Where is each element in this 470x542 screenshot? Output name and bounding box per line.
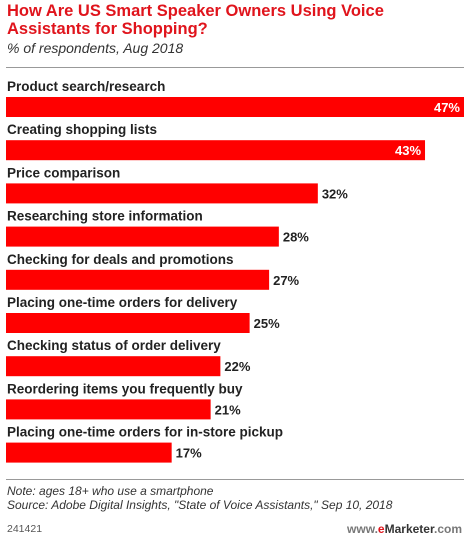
bar	[6, 269, 270, 290]
bar	[6, 226, 279, 247]
value-label: 25%	[254, 316, 280, 331]
bar	[6, 442, 172, 463]
category-label: Researching store information	[7, 209, 203, 224]
category-label: Checking status of order delivery	[7, 338, 221, 353]
footnote: Note: ages 18+ who use a smartphone	[7, 484, 214, 498]
bar	[6, 183, 318, 204]
chart-id: 241421	[7, 523, 43, 535]
value-label: 27%	[273, 273, 299, 288]
category-label: Product search/research	[7, 79, 165, 94]
value-label: 28%	[283, 230, 309, 245]
emarketer-logo: www.eMarketer.com	[347, 522, 462, 536]
bar	[6, 399, 211, 420]
category-label: Placing one-time orders for delivery	[7, 295, 238, 310]
bar	[6, 140, 426, 161]
source-note: Source: Adobe Digital Insights, "State o…	[7, 498, 393, 512]
bar	[6, 356, 221, 377]
category-label: Reordering items you frequently buy	[7, 381, 243, 396]
value-label: 43%	[395, 143, 421, 158]
value-label: 47%	[434, 100, 460, 115]
brand-name: Marketer	[384, 522, 434, 536]
bar	[6, 313, 250, 333]
category-label: Placing one-time orders for in-store pic…	[7, 425, 283, 440]
brand-suffix: .com	[433, 522, 462, 536]
value-label: 21%	[215, 402, 241, 417]
category-label: Price comparison	[7, 165, 120, 180]
brand-prefix: www.	[347, 522, 378, 536]
brand-e: e	[377, 522, 385, 536]
value-label: 32%	[322, 186, 348, 201]
value-label: 17%	[176, 446, 202, 461]
value-label: 22%	[224, 359, 250, 374]
bottom-divider	[6, 479, 464, 480]
chart-subtitle: % of respondents, Aug 2018	[7, 40, 184, 56]
bar	[6, 97, 464, 117]
top-divider	[6, 67, 464, 68]
category-label: Checking for deals and promotions	[7, 252, 234, 267]
chart-title: How Are US Smart Speaker Owners Using Vo…	[7, 2, 384, 38]
category-label: Creating shopping lists	[7, 122, 157, 137]
